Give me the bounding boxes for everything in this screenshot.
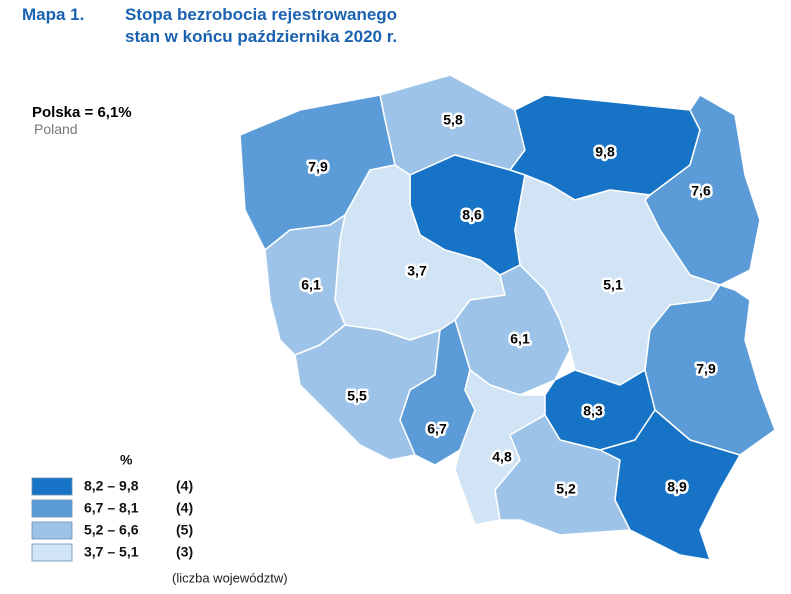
title: stan w końcu października 2020 r. (125, 27, 397, 46)
national-label-en: Poland (34, 121, 78, 137)
region-value: 5,1 (603, 277, 623, 293)
region-value: 5,2 (556, 481, 576, 497)
legend-swatch (31, 543, 73, 562)
region-value: 4,8 (492, 449, 512, 465)
legend-rows: 8,2 – 9,8 (4) 6,7 – 8,1 (4) 5,2 – 6,6 (5) 3,7 … (31, 477, 193, 562)
title: Stopa bezrobocia rejestrowanego (125, 5, 397, 24)
map-number: Mapa 1. (22, 5, 84, 24)
region-value: 5,5 (347, 388, 367, 404)
legend-range: 5,2 – 6,6 (84, 522, 139, 538)
region-value: 8,3 (583, 403, 603, 419)
legend-range: 8,2 – 9,8 (84, 478, 139, 494)
region-value: 3,7 (407, 263, 427, 279)
map (239, 74, 776, 561)
legend-range: 3,7 – 5,1 (84, 544, 139, 560)
legend-range: 6,7 – 8,1 (84, 500, 139, 516)
region-value: 7,6 (691, 183, 711, 199)
legend-swatch (31, 521, 73, 540)
national-rate: Polska = 6,1% (32, 104, 132, 121)
legend-count: (4) (176, 478, 193, 494)
region-value: 6,1 (301, 277, 321, 293)
legend-note: (liczba województw) (172, 570, 288, 585)
legend-count: (5) (176, 522, 193, 538)
region (264, 214, 346, 356)
legend-swatch (31, 499, 73, 518)
legend-unit: % (120, 452, 133, 468)
legend-count: (3) (176, 544, 193, 560)
region-value: 8,6 (462, 207, 482, 223)
region-value: 6,7 (427, 421, 447, 437)
region-value: 6,1 (510, 331, 530, 347)
legend-count: (4) (176, 500, 193, 516)
region-value: 5,8 (443, 112, 463, 128)
region-value: 7,9 (308, 159, 328, 175)
legend-swatch (31, 477, 73, 496)
region (399, 319, 476, 466)
region-value: 9,8 (595, 144, 615, 160)
region-value: 7,9 (696, 361, 716, 377)
region-value: 8,9 (667, 479, 687, 495)
legend: % 8,2 – 9,8 (4) 6,7 – 8,1 (4) 5,2 – 6,6 (5) 3,… (31, 452, 288, 585)
region (599, 409, 741, 561)
region-labels: 5,8 9,8 7,6 7,9 8,6 3,7 6,1 5,1 6,1 5,5 … (299, 109, 719, 499)
